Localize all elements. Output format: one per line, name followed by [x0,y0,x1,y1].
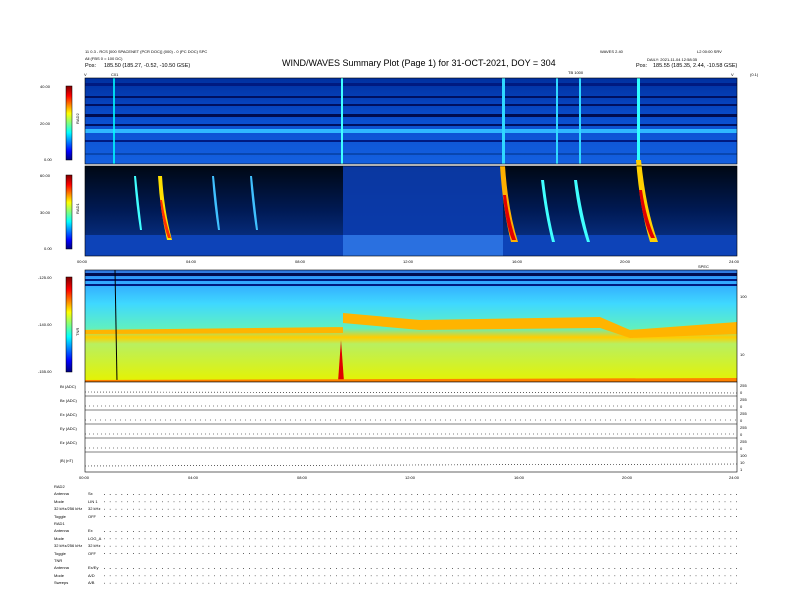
hk-tick-b-1: 1 [740,467,743,472]
rad1-xtick-5: 20:00 [620,259,631,264]
header-left-pos-values: 185.50 (185.27, -0.52, -10.50 GSE) [104,63,191,69]
footer-row-label: RAD2 [54,484,65,489]
footer-row-value: OFF [88,550,96,556]
tnr-tick-mid: -140.00 [38,322,52,327]
hk-label-ex: Ex (ADC) [60,412,77,417]
footer-row-value: LOG_A [88,535,102,541]
hk-tick-b-10: 10 [740,460,745,465]
hk-tick-ex-lo: 0 [740,418,743,423]
rad1-xtick-3: 12:00 [403,259,414,264]
header-right-line1: WAVES 2.40 [600,49,623,54]
hk-label-bx: Bx (ADC) [60,398,77,403]
hk-xtick-0: 00:00 [79,475,90,480]
tnr-right-tick-100: 100 [740,294,747,299]
tnr-right-tick-10: 10 [740,352,745,357]
footer-row-value: 32 kHz [88,506,101,512]
rad1-xtick-6: 24:00 [729,259,740,264]
footer-dot-grid [104,494,737,584]
footer-row-value: 32 kHz [88,543,101,549]
rad1-tick-top: 60.00 [40,173,51,178]
footer-row-label: Toggle [54,550,66,556]
footer-row-label: Mode [54,572,65,578]
rad1-spectrogram [84,160,738,257]
rad2-tick-top: 40.00 [40,84,51,89]
hk-label-b: |B| (nT) [60,458,74,463]
top-marker-mid: TB 1000 [568,70,584,75]
tnr-tick-top: -125.00 [38,275,52,280]
footer-row-value: Sx [88,491,93,497]
rad1-colorbar [65,174,73,250]
footer-row-label: Sweeps [54,580,69,586]
rad1-ylabel: RAD1 [75,203,80,214]
hk-tick-ex-hi: 255 [740,411,747,416]
hk-tick-ez-hi: 255 [740,439,747,444]
footer-row-label: Toggle [54,513,66,519]
top-marker-left: C01 [111,72,119,77]
hk-xtick-3: 12:00 [405,475,416,480]
rad1-xtick-0: 00:00 [77,259,88,264]
tnr-ylabel: TNR [75,327,80,336]
header-left-line2: All (FBS 0 = 100 DC) [85,56,123,61]
header-right-line2: DAILY: 2021-11-04 12:58:35 [647,57,698,62]
header-right-line1b: L2 00:00 SRV [697,49,722,54]
rad1-xtick-4: 16:00 [512,259,523,264]
rad1-xtick-2: 08:00 [295,259,306,264]
footer-row-label: 32 kHz/256 kHz [54,506,83,512]
rad2-tick-mid: 20.00 [40,121,51,126]
footer-row-label: Mode [54,498,65,504]
footer-row-label: 32 kHz/256 kHz [54,543,83,549]
hk-xtick-6: 24:00 [729,475,740,480]
footer-row-value: Ex/Ey [88,565,99,571]
footer-row-label: Antenna [54,565,69,571]
hk-tick-ey-lo: 0 [740,432,743,437]
tnr-colorbar [65,276,73,373]
tnr-tick-bottom: -155.00 [38,369,52,374]
rad2-spectrogram [84,77,738,165]
rad2-colorbar [65,85,73,161]
hk-label-ez: Ez (ADC) [60,440,77,445]
hk-label-ey: Ey (ADC) [60,426,77,431]
tnr-spectrogram [84,269,738,383]
footer-row-value: Ex [88,528,93,534]
rad1-xtick-1: 04:00 [186,259,197,264]
header-right-pos-label: Pos: [636,63,648,69]
hk-tick-bx-hi: 255 [740,397,747,402]
tnr-corner-label: SPEC [698,264,709,269]
footer-row-value: A/B [88,580,95,586]
top-left-tick: V [84,72,87,77]
footer-row-value: A/D [88,572,95,578]
rad1-tick-bottom: 0.00 [44,246,52,251]
footer-row-label: Antenna [54,528,69,534]
hk-xtick-1: 04:00 [188,475,199,480]
hk-label-bt: Bt (ADC) [60,384,76,389]
header-left-line1: 11 0.3 - RCS [000 SPACENET (PCR DOC)] (0… [85,49,208,54]
footer-row-label: Mode [54,535,65,541]
hk-tick-bx-lo: 0 [740,404,743,409]
footer-row-value: OFF [88,513,96,519]
housekeeping-panel [84,381,738,473]
header-right-pos-values: 185.55 (185.35, 2.44, -10.58 GSE) [653,63,738,69]
top-right-tick: V [731,72,734,77]
footer-row-value: LIN 1 [88,498,98,504]
hk-xtick-2: 08:00 [297,475,308,480]
rad2-ylabel: RAD2 [75,113,80,124]
hk-tick-b-100: 100 [740,453,747,458]
hk-xtick-5: 20:00 [622,475,633,480]
plot-title: WIND/WAVES Summary Plot (Page 1) for 31-… [282,58,556,68]
hk-tick-bt-hi: 255 [740,383,747,388]
footer-row-label: RAD1 [54,521,65,526]
hk-tick-bt-lo: 0 [740,390,743,395]
rad1-tick-mid: 30.00 [40,210,51,215]
hk-tick-ez-lo: 0 [740,446,743,451]
footer-row-label: TNR [54,558,63,563]
hk-xtick-4: 16:00 [514,475,525,480]
hk-tick-ey-hi: 255 [740,425,747,430]
header-left-pos-label: Pos: [85,63,97,69]
footer-row-label: Antenna [54,491,69,497]
rad2-tick-bottom: 0.00 [44,157,52,162]
top-right-code: (0.1) [750,72,759,77]
